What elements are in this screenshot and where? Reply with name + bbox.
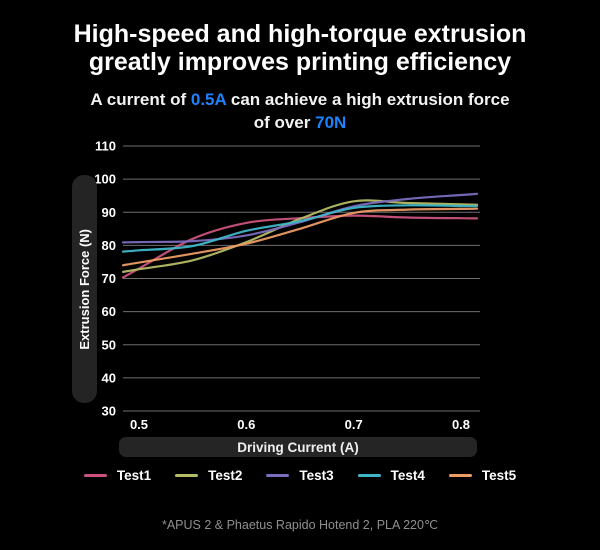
series-line-test4 <box>121 204 479 253</box>
x-tick-label: 0.5 <box>130 417 148 432</box>
subtitle-text: can achieve a high extrusion force of ov… <box>226 90 510 132</box>
subtitle-highlight-force: 70N <box>315 113 347 132</box>
legend-swatch-test1 <box>83 473 107 478</box>
series-line-test5 <box>121 207 479 267</box>
title-line-2: greatly improves printing efficiency <box>88 48 512 76</box>
legend-item-test4: Test4 <box>357 468 425 483</box>
x-axis-label: Driving Current (A) <box>237 439 359 455</box>
page-subtitle: A current of 0.5A can achieve a high ext… <box>90 88 510 134</box>
legend-label-test4: Test4 <box>390 468 425 483</box>
subtitle-highlight-current: 0.5A <box>190 90 227 109</box>
y-tick-label: 70 <box>102 271 116 286</box>
legend-swatch-test4 <box>357 473 381 478</box>
legend-label-test3: Test3 <box>299 468 334 483</box>
legend-label-test2: Test2 <box>208 468 243 483</box>
legend-item-test2: Test2 <box>175 468 242 483</box>
series-line-test2 <box>121 199 479 273</box>
y-axis-label: Extrusion Force (N) <box>77 228 92 350</box>
legend-item-test1: Test1 <box>83 468 152 483</box>
legend-label-test5: Test5 <box>481 468 517 483</box>
y-tick-label: 50 <box>102 337 116 352</box>
page-title: High-speed and high-torque extrusion gre… <box>0 20 600 76</box>
legend-swatch-test3 <box>266 473 290 478</box>
y-axis-label-pill: Extrusion Force (N) <box>72 175 97 403</box>
legend-item-test5: Test5 <box>448 468 517 483</box>
y-tick-label: 110 <box>95 140 116 154</box>
subtitle-text: A current of <box>90 90 191 109</box>
x-tick-label: 0.8 <box>452 417 470 432</box>
chart-legend: Test1 Test2 Test3 Test4 Test5 <box>0 468 600 483</box>
y-tick-label: 30 <box>102 404 116 419</box>
series-line-test1 <box>121 214 479 279</box>
legend-label-test1: Test1 <box>116 468 152 483</box>
x-axis-label-pill: Driving Current (A) <box>119 437 477 457</box>
title-line-1: High-speed and high-torque extrusion <box>73 20 527 48</box>
legend-swatch-test2 <box>175 473 199 478</box>
y-tick-label: 60 <box>102 304 116 319</box>
legend-swatch-test5 <box>448 473 472 478</box>
footnote: *APUS 2 & Phaetus Rapido Hotend 2, PLA 2… <box>161 518 439 532</box>
legend-item-test3: Test3 <box>266 468 334 483</box>
line-chart: 110 100 90 80 70 60 50 40 30 0.5 0.6 0.7 0.8 <box>94 140 480 432</box>
y-tick-label: 80 <box>102 238 116 253</box>
y-tick-label: 90 <box>102 205 116 220</box>
x-tick-label: 0.7 <box>345 417 363 432</box>
y-tick-label: 100 <box>94 172 116 187</box>
y-tick-label: 40 <box>102 370 116 385</box>
x-tick-label: 0.6 <box>237 417 255 432</box>
